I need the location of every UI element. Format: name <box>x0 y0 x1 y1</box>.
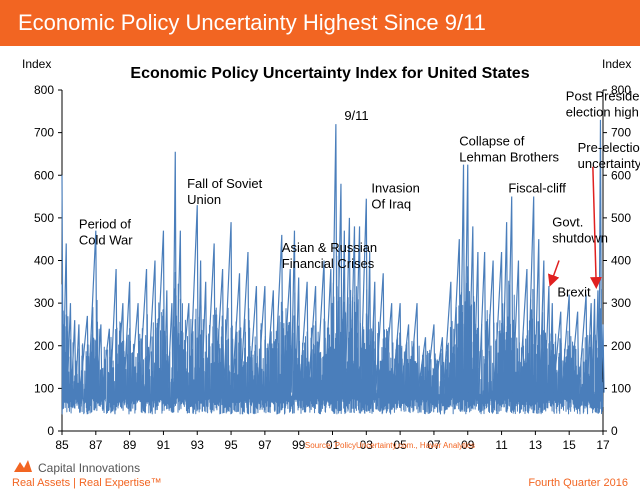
annotation-line: Brexit <box>557 285 591 300</box>
annotation-fiscal-cliff: Fiscal-cliff <box>508 180 566 195</box>
y-tick-label-right: 200 <box>611 339 631 353</box>
x-tick-label: 87 <box>89 438 103 452</box>
annotation-post-presidential-election-high: Post Presidentialelection high <box>566 89 640 120</box>
annotation-line: Cold War <box>79 233 133 248</box>
chart-title: Economic Policy Uncertainty Index for Un… <box>130 65 529 82</box>
x-tick-label: 89 <box>123 438 137 452</box>
annotation-line: Financial Crises <box>282 256 375 271</box>
x-tick-label: 93 <box>191 438 205 452</box>
y-tick-label-left: 600 <box>34 168 54 182</box>
footer-date: Fourth Quarter 2016 <box>528 477 628 489</box>
annotation-line: Post Presidential <box>566 89 640 104</box>
x-tick-label: 13 <box>529 438 543 452</box>
x-tick-label: 03 <box>360 438 374 452</box>
annotation-invasion-of-iraq: Invasion Of Iraq <box>371 180 419 211</box>
annotation-collapse-of-lehman-brothers: Collapse of Lehman Brothers <box>459 133 559 164</box>
x-tick-label: 09 <box>461 438 475 452</box>
x-tick-label: 05 <box>393 438 407 452</box>
x-tick-label: 99 <box>292 438 306 452</box>
footer-brand: Capital Innovations <box>38 461 141 475</box>
y-axis-label-right: Index <box>602 57 631 71</box>
y-tick-label-right: 600 <box>611 168 631 182</box>
annotation-line: Union <box>187 192 221 207</box>
x-tick-label: 15 <box>563 438 577 452</box>
banner-title: Economic Policy Uncertainty Highest Sinc… <box>18 10 486 35</box>
annotation-arrow <box>547 260 560 287</box>
annotation-period-of-cold-war: Period of Cold War <box>79 217 133 248</box>
annotation-line: Fiscal-cliff <box>508 180 566 195</box>
x-tick-label: 01 <box>326 438 340 452</box>
y-tick-label-right: 700 <box>611 126 631 140</box>
y-tick-label-right: 100 <box>611 381 631 395</box>
x-tick-label: 11 <box>495 438 508 452</box>
series-line <box>61 119 605 393</box>
annotation-line: Collapse of <box>459 133 524 148</box>
x-tick-label: 97 <box>258 438 272 452</box>
annotation-line: election high <box>566 105 639 120</box>
y-tick-label-left: 300 <box>34 296 54 310</box>
x-tick-label: 07 <box>427 438 441 452</box>
annotation-brexit: Brexit <box>557 285 591 300</box>
y-tick-label-left: 200 <box>34 339 54 353</box>
y-axis-label-left: Index <box>22 57 51 71</box>
capital-innovations-logo-icon <box>14 460 32 472</box>
chart-source: Source: PolicyUncertainty.com., Haver An… <box>305 441 475 450</box>
y-tick-label-right: 400 <box>611 254 631 268</box>
annotation-line: Fall of Soviet <box>187 176 263 191</box>
annotation-line: Period of <box>79 217 131 232</box>
uncertainty-chart: Economic Policy Uncertainty Index for Un… <box>22 57 640 452</box>
annotation-line: 9/11 <box>344 108 368 123</box>
x-tick-label: 91 <box>157 438 171 452</box>
annotation-asian-russian-financial-crises: Asian & Russian Financial Crises <box>282 240 377 271</box>
annotation-9-11: 9/11 <box>344 108 368 123</box>
y-tick-label-right: 0 <box>611 424 618 438</box>
y-tick-label-right: 500 <box>611 211 631 225</box>
y-tick-label-left: 400 <box>34 254 54 268</box>
annotation-line: Asian & Russian <box>282 240 377 255</box>
title-banner: Economic Policy Uncertainty Highest Sinc… <box>0 0 640 46</box>
y-tick-label-left: 700 <box>34 126 54 140</box>
y-tick-label-left: 800 <box>34 83 54 97</box>
y-tick-label-right: 300 <box>611 296 631 310</box>
annotation-line: Pre-election <box>578 140 640 155</box>
x-tick-label: 17 <box>596 438 610 452</box>
annotation-line: uncertainty <box>578 156 640 171</box>
annotation-line: shutdown <box>552 230 608 245</box>
annotation-arrow <box>589 166 602 290</box>
annotation-line: Invasion <box>371 180 419 195</box>
y-tick-label-right: 800 <box>611 83 631 97</box>
annotation-line: Of Iraq <box>371 196 411 211</box>
annotation-fall-of-soviet-union: Fall of Soviet Union <box>187 176 263 207</box>
x-tick-label: 85 <box>55 438 69 452</box>
x-tick-label: 95 <box>224 438 238 452</box>
annotation-line: Lehman Brothers <box>459 149 559 164</box>
annotation-pre-election-uncertainty: Pre-electionuncertainty <box>578 140 640 171</box>
y-tick-label-left: 0 <box>47 424 54 438</box>
y-tick-label-left: 500 <box>34 211 54 225</box>
y-tick-label-left: 100 <box>34 381 54 395</box>
footer-tagline: Real Assets | Real Expertise™ <box>12 477 162 489</box>
annotation-line: Govt. <box>552 214 583 229</box>
